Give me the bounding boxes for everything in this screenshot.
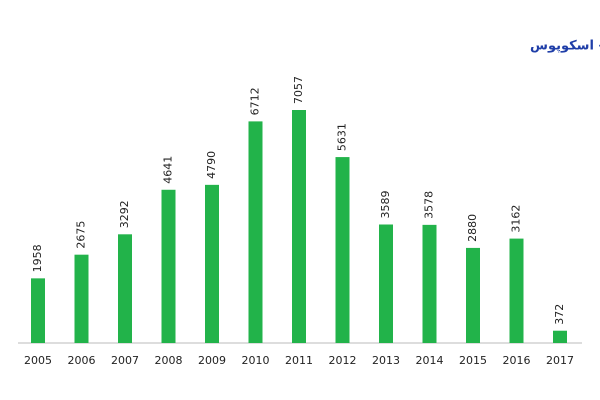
x-tick-label: 2011: [285, 354, 313, 367]
bar: [248, 121, 263, 344]
data-label: 1958: [31, 244, 44, 272]
bar: [553, 330, 567, 343]
data-label: 372: [553, 304, 566, 325]
bar: [466, 247, 480, 343]
x-tick-label: 2005: [24, 354, 52, 367]
data-label: 2675: [75, 221, 88, 249]
x-tick-label: 2008: [155, 354, 183, 367]
x-tick-label: 2009: [198, 354, 226, 367]
bar: [161, 189, 176, 343]
data-label: 7057: [292, 76, 305, 104]
x-tick-label: 2007: [111, 354, 139, 367]
data-label: 6712: [249, 87, 262, 115]
x-tick-label: 2017: [546, 354, 574, 367]
bar: [379, 224, 393, 343]
x-tick-label: 2013: [372, 354, 400, 367]
bar: [31, 278, 45, 343]
bar: [74, 254, 89, 343]
x-tick-label: 2014: [416, 354, 444, 367]
x-tick-label: 2012: [329, 354, 357, 367]
bar: [205, 184, 219, 343]
data-label: 3589: [379, 191, 392, 219]
data-label: 3578: [423, 191, 436, 219]
bar: [509, 238, 524, 343]
bar: [422, 224, 437, 343]
bar: [335, 157, 350, 343]
data-label: 3162: [510, 205, 523, 233]
bar: [292, 110, 306, 343]
x-tick-label: 2006: [68, 354, 96, 367]
data-label: 4641: [162, 156, 175, 184]
chart-title: تعداد مقالات حاصل از شرکت در کنفرانس های…: [530, 39, 600, 54]
data-label: 3292: [118, 200, 131, 228]
data-label: 4790: [205, 151, 218, 179]
x-tick-label: 2010: [242, 354, 270, 367]
bar: [118, 234, 132, 343]
data-label: 5631: [336, 123, 349, 151]
x-tick-label: 2015: [459, 354, 487, 367]
data-label: 2880: [466, 214, 479, 242]
x-tick-label: 2016: [503, 354, 531, 367]
